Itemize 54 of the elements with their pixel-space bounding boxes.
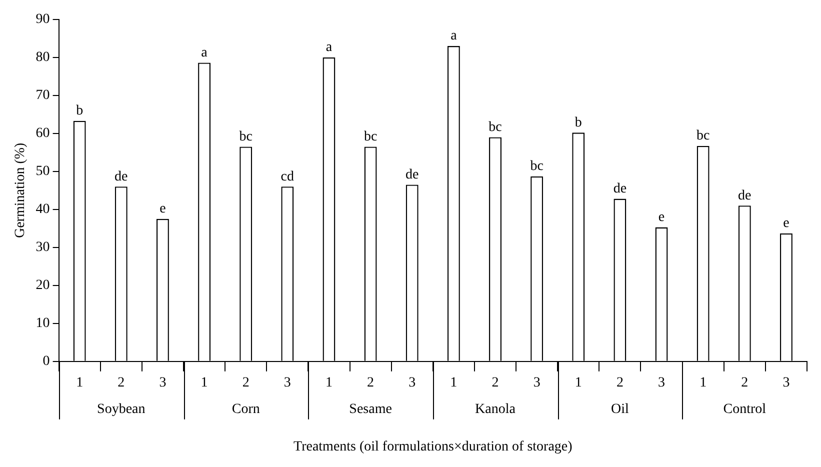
data-label: de: [406, 167, 419, 182]
data-label: de: [613, 181, 627, 196]
data-label: e: [783, 216, 790, 232]
x-tick-label: 3: [284, 375, 291, 390]
x-tick-label: 3: [159, 375, 166, 390]
x-axis-title: Treatments (oil formulations×duration of storage): [294, 439, 573, 454]
data-label: a: [201, 45, 208, 60]
y-tick-label: 70: [36, 88, 50, 104]
y-tick-label: 40: [36, 202, 50, 218]
x-tick-label: 3: [782, 375, 790, 390]
y-tick-label: 50: [36, 164, 50, 180]
data-label: a: [450, 28, 458, 44]
x-tick-label: 3: [408, 375, 416, 390]
data-label: bc: [239, 129, 252, 144]
y-tick-label: 30: [36, 240, 50, 256]
x-tick-label: 2: [741, 375, 748, 390]
x-tick-label: 1: [325, 375, 332, 390]
y-tick-label: 10: [36, 316, 50, 332]
data-label: bc: [696, 128, 710, 144]
y-tick-label: 60: [36, 126, 50, 142]
text: Corn: [232, 402, 260, 418]
x-tick-label: 1: [200, 375, 208, 390]
y-tick-label: 0: [42, 354, 50, 370]
x-tick-label: 1: [574, 375, 582, 390]
data-label: de: [114, 169, 128, 184]
data-label: de: [738, 188, 752, 204]
x-tick-label: 1: [700, 375, 707, 390]
data-label: b: [574, 115, 582, 130]
data-label: b: [76, 104, 84, 119]
y-tick-label: 90: [36, 12, 50, 28]
text: Soybean: [97, 402, 146, 418]
data-label: bc: [530, 159, 544, 174]
text: Control: [723, 402, 766, 418]
x-tick-label: 1: [76, 375, 84, 390]
text: Kanola: [475, 402, 516, 418]
data-label: e: [160, 202, 166, 217]
x-tick-label: 1: [450, 375, 458, 390]
y-tick-label: 20: [36, 278, 50, 294]
x-tick-label: 2: [367, 375, 374, 390]
x-tick-label: 3: [533, 375, 540, 390]
data-label: bc: [488, 120, 502, 135]
data-label: bc: [364, 129, 378, 144]
text: Oil: [611, 402, 630, 418]
x-tick-label: 2: [492, 375, 499, 390]
data-label: a: [326, 40, 333, 56]
data-label: e: [658, 210, 665, 225]
x-tick-label: 3: [658, 375, 666, 390]
y-axis-title: Germination (%): [13, 142, 28, 238]
x-tick-label: 2: [616, 375, 624, 390]
x-tick-label: 2: [118, 375, 125, 390]
y-tick-label: 80: [36, 50, 50, 66]
x-tick-label: 2: [242, 375, 250, 390]
data-label: cd: [280, 169, 294, 184]
text: Sesame: [349, 402, 392, 418]
